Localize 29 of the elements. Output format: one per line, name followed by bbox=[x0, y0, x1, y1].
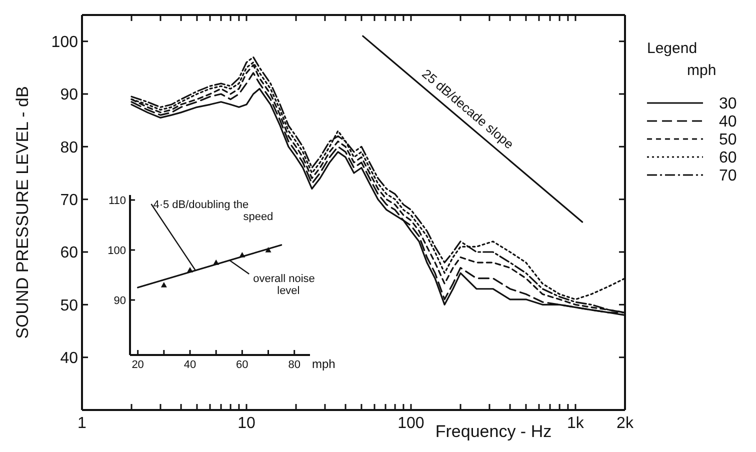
x-tick-label: 10 bbox=[238, 415, 256, 432]
y-tick-label: 90 bbox=[114, 294, 126, 307]
y-axis-title: SOUND PRESSURE LEVEL - dB bbox=[13, 86, 32, 339]
x-axis-title: mph bbox=[312, 357, 336, 371]
y-tick-label: 70 bbox=[60, 192, 78, 209]
x-tick-label: 80 bbox=[288, 359, 300, 371]
legend-label: 50 bbox=[719, 132, 737, 149]
x-axis-title: Frequency - Hz bbox=[435, 422, 552, 441]
x-tick-label: 40 bbox=[184, 359, 196, 371]
y-tick-label: 90 bbox=[60, 86, 78, 104]
legend-label: 70 bbox=[719, 168, 737, 185]
legend-title: Legend mph bbox=[647, 40, 716, 79]
annotation: 4·5 dB/doubling the speed bbox=[153, 198, 274, 223]
y-tick-label: 50 bbox=[60, 297, 78, 314]
x-tick-label: 100 bbox=[398, 415, 424, 432]
x-tick-label: 1 bbox=[78, 415, 87, 432]
y-tick-label: 100 bbox=[108, 244, 126, 257]
legend-label: 30 bbox=[719, 96, 737, 113]
x-tick-label: 2k bbox=[616, 415, 634, 432]
legend-label: 60 bbox=[719, 150, 737, 167]
y-tick-label: 110 bbox=[108, 194, 126, 207]
legend-label: 40 bbox=[719, 114, 737, 131]
y-tick-label: 80 bbox=[60, 139, 78, 156]
x-tick-label: 20 bbox=[132, 359, 144, 371]
annotation: overall noise level bbox=[253, 272, 315, 297]
y-tick-label: 100 bbox=[51, 34, 78, 51]
x-tick-label: 1k bbox=[567, 415, 585, 432]
y-tick-label: 60 bbox=[60, 244, 78, 262]
x-tick-label: 60 bbox=[236, 359, 248, 371]
